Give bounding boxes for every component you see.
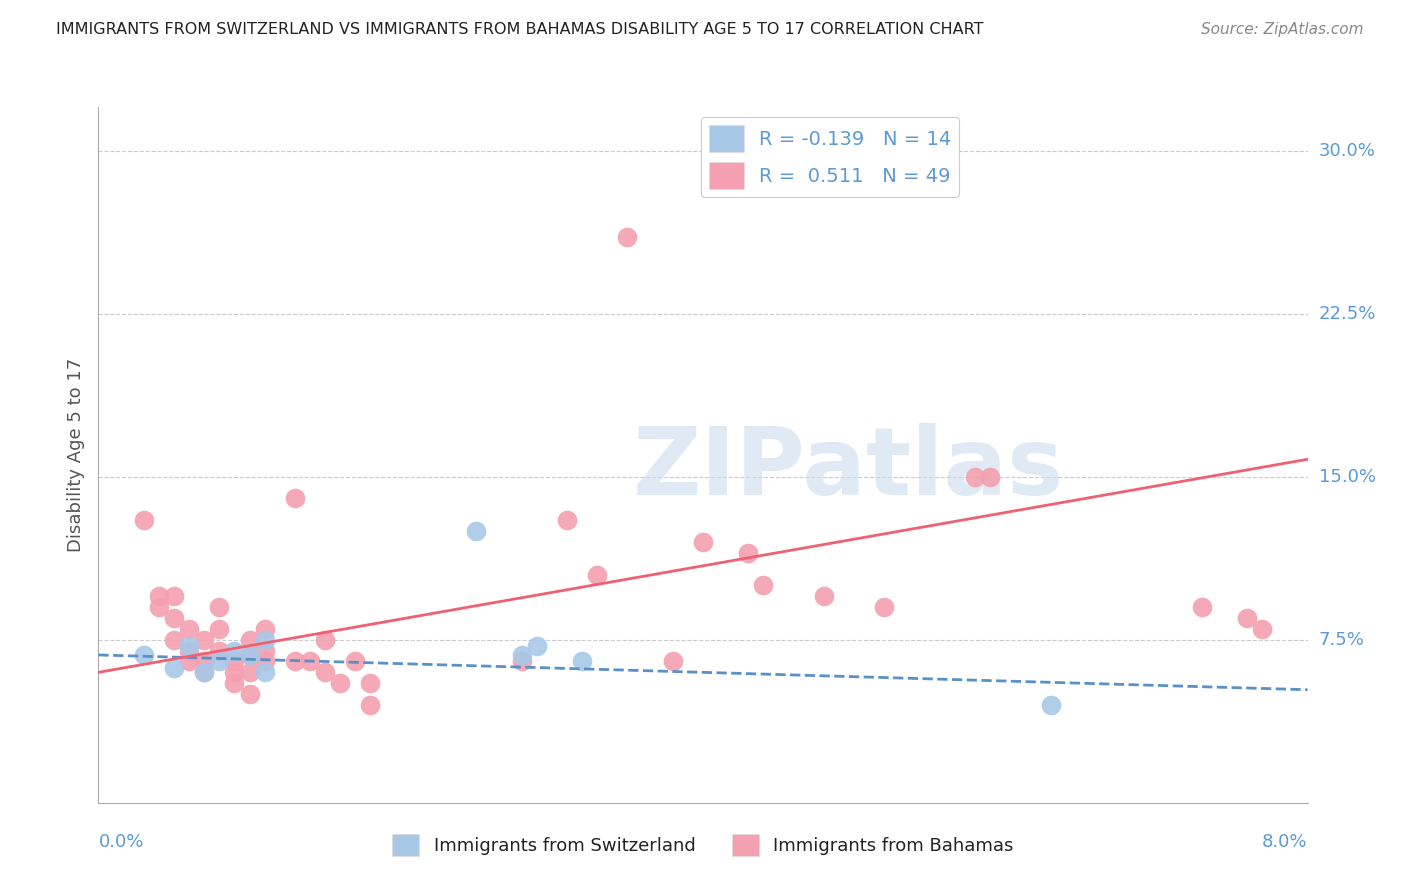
Point <box>329 676 352 690</box>
Point <box>179 639 201 653</box>
Point <box>163 661 186 675</box>
Point <box>193 655 215 669</box>
Point <box>284 491 307 506</box>
Point <box>224 676 246 690</box>
Y-axis label: Disability Age 5 to 17: Disability Age 5 to 17 <box>66 358 84 552</box>
Point <box>979 469 1001 483</box>
Point <box>193 665 215 680</box>
Point <box>586 567 609 582</box>
Point <box>179 643 201 657</box>
Point <box>193 632 215 647</box>
Text: 8.0%: 8.0% <box>1263 833 1308 851</box>
Point <box>148 600 170 615</box>
Point <box>193 665 215 680</box>
Point <box>616 230 638 244</box>
Point <box>359 698 381 712</box>
Legend: Immigrants from Switzerland, Immigrants from Bahamas: Immigrants from Switzerland, Immigrants … <box>385 827 1021 863</box>
Point <box>526 639 548 653</box>
Point <box>555 513 578 527</box>
Point <box>253 665 276 680</box>
Point <box>132 648 155 662</box>
Point <box>661 655 683 669</box>
Point <box>239 632 262 647</box>
Point <box>253 632 276 647</box>
Point <box>465 524 488 538</box>
Point <box>224 655 246 669</box>
Point <box>239 665 262 680</box>
Point <box>239 687 262 701</box>
Point <box>253 643 276 657</box>
Point <box>510 648 533 662</box>
Point <box>314 632 336 647</box>
Text: 15.0%: 15.0% <box>1319 467 1375 485</box>
Point <box>344 655 367 669</box>
Point <box>1191 600 1213 615</box>
Point <box>224 665 246 680</box>
Point <box>965 469 987 483</box>
Point <box>359 676 381 690</box>
Point <box>179 622 201 636</box>
Point <box>132 513 155 527</box>
Text: 0.0%: 0.0% <box>98 833 143 851</box>
Point <box>314 665 336 680</box>
Point <box>148 589 170 603</box>
Point <box>752 578 775 592</box>
Point <box>208 622 231 636</box>
Point <box>208 643 231 657</box>
Point <box>163 611 186 625</box>
Text: Source: ZipAtlas.com: Source: ZipAtlas.com <box>1201 22 1364 37</box>
Point <box>179 655 201 669</box>
Text: ZIPatlas: ZIPatlas <box>633 423 1064 515</box>
Text: IMMIGRANTS FROM SWITZERLAND VS IMMIGRANTS FROM BAHAMAS DISABILITY AGE 5 TO 17 CO: IMMIGRANTS FROM SWITZERLAND VS IMMIGRANT… <box>56 22 984 37</box>
Text: 7.5%: 7.5% <box>1319 631 1365 648</box>
Point <box>239 648 262 662</box>
Point <box>813 589 835 603</box>
Point <box>239 648 262 662</box>
Point <box>737 546 759 560</box>
Point <box>510 655 533 669</box>
Point <box>253 655 276 669</box>
Point <box>571 655 593 669</box>
Point <box>284 655 307 669</box>
Text: 22.5%: 22.5% <box>1319 304 1376 323</box>
Point <box>299 655 322 669</box>
Point <box>1251 622 1274 636</box>
Text: 30.0%: 30.0% <box>1319 142 1375 160</box>
Point <box>163 632 186 647</box>
Point <box>208 655 231 669</box>
Point <box>1039 698 1062 712</box>
Point <box>1236 611 1258 625</box>
Point <box>692 535 714 549</box>
Point <box>163 589 186 603</box>
Point <box>224 643 246 657</box>
Point <box>873 600 896 615</box>
Point <box>208 600 231 615</box>
Point <box>253 622 276 636</box>
